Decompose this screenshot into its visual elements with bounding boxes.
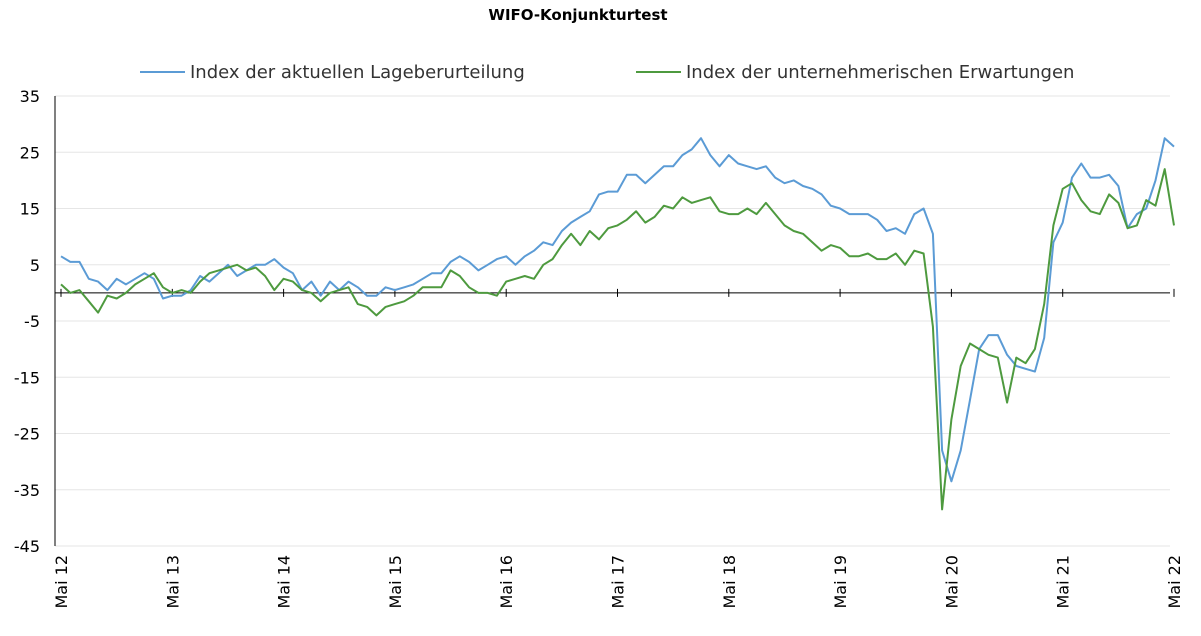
x-tick-label: Mai 17 — [609, 555, 628, 609]
x-tick-label: Mai 13 — [163, 555, 182, 609]
legend-label-2: Index der unternehmerischen Erwartungen — [686, 62, 1074, 83]
y-tick-label: -35 — [14, 481, 40, 500]
y-tick-label: -45 — [14, 537, 40, 556]
legend: Index der aktuellen Lageberurteilung Inde… — [140, 62, 1074, 83]
x-tick-label: Mai 12 — [52, 555, 71, 609]
x-tick-label: Mai 21 — [1054, 555, 1073, 609]
x-tick-label: Mai 20 — [942, 555, 961, 609]
y-tick-label: -15 — [14, 368, 40, 387]
chart-title: WIFO-Konjunkturtest — [488, 6, 667, 24]
grid-lines — [55, 95, 1170, 547]
y-tick-label: -5 — [24, 312, 40, 331]
x-tick-label: Mai 16 — [497, 555, 516, 609]
y-tick-label: 35 — [20, 87, 40, 106]
y-tick-label: 25 — [20, 143, 40, 162]
x-tick-label: Mai 14 — [275, 555, 294, 609]
y-axis: 35 25 15 5 -5 -15 -25 -35 -45 — [14, 87, 56, 556]
series-line-2 — [60, 168, 1175, 511]
y-tick-label: 15 — [20, 200, 40, 219]
y-tick-label: 5 — [30, 256, 40, 275]
x-tick-label: Mai 18 — [720, 555, 739, 609]
series-group — [60, 137, 1175, 511]
x-tick-label: Mai 15 — [386, 555, 405, 609]
x-tick-label: Mai 19 — [831, 555, 850, 609]
x-tick-label: Mai 22 — [1165, 555, 1184, 609]
series-line-1 — [60, 137, 1175, 483]
legend-label-1: Index der aktuellen Lageberurteilung — [190, 62, 525, 83]
y-tick-label: -25 — [14, 425, 40, 444]
x-axis: Mai 12 Mai 13 Mai 14 Mai 15 Mai 16 Mai 17 Mai … — [52, 288, 1184, 609]
